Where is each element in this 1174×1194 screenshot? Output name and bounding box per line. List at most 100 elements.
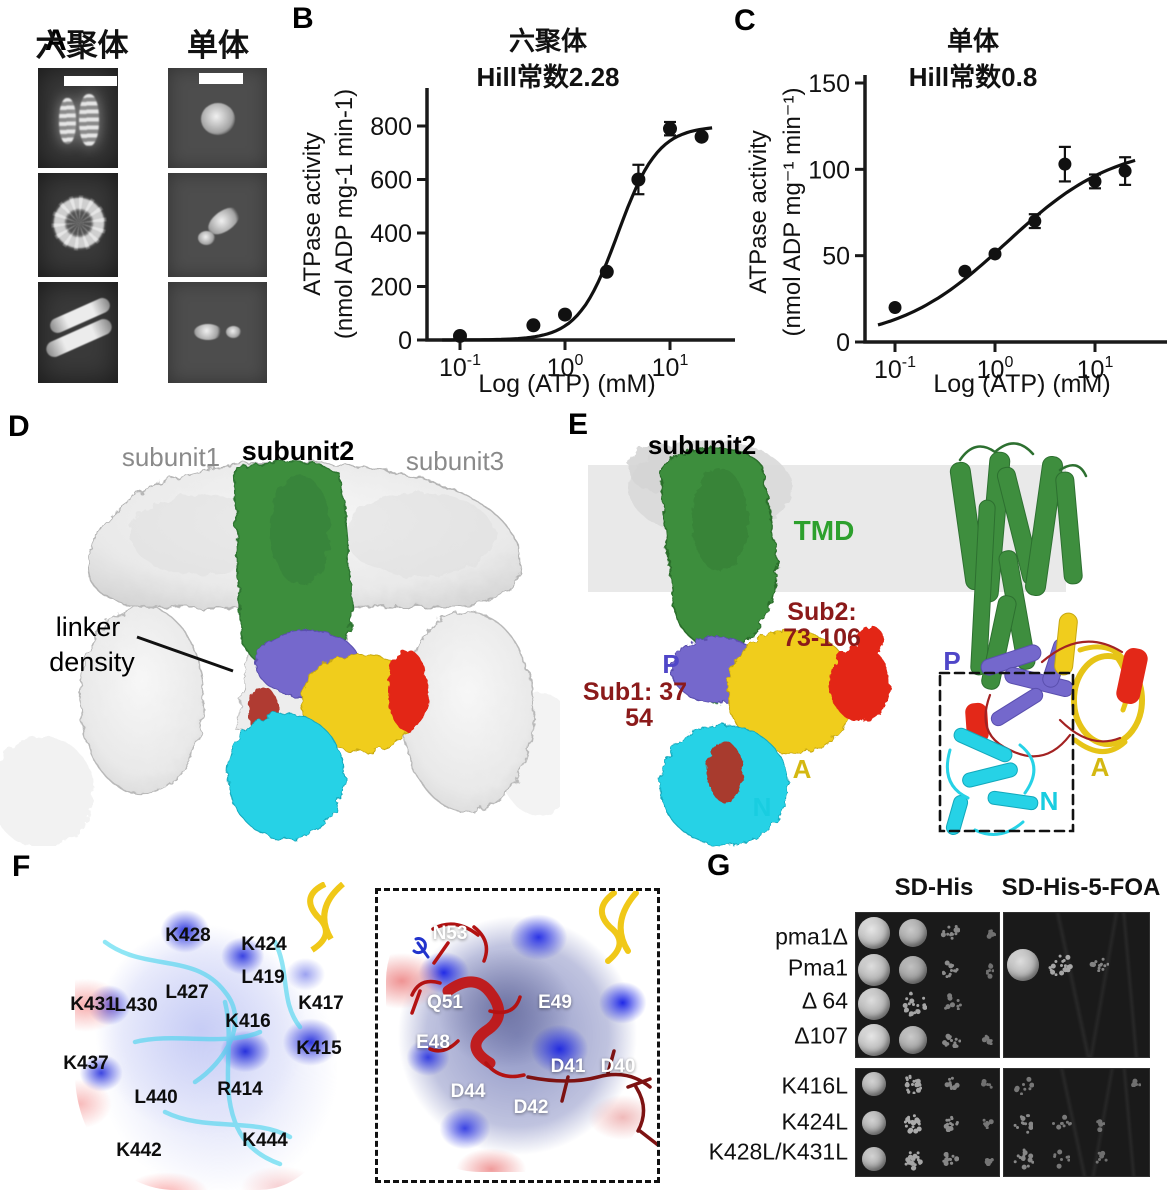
yeast-colony-speck: [987, 1038, 991, 1042]
yeast-spot: [980, 1077, 994, 1091]
x-tick-label: 10-1: [874, 354, 916, 384]
data-point: [1058, 157, 1072, 171]
residue-label: E49: [538, 992, 572, 1013]
y-tick-label: 400: [370, 220, 412, 248]
em-class-average-hexamer-1: [38, 68, 118, 168]
yeast-spot: [862, 1147, 886, 1171]
residue-label: L430: [114, 995, 158, 1016]
y-tick-label: 0: [836, 329, 850, 357]
subunit1-label: subunit1: [122, 442, 220, 472]
yeast-colony-speck: [910, 1082, 914, 1086]
scale-bar: [64, 76, 117, 86]
electrostatic-surface-with-peptide: [386, 899, 649, 1172]
cryoem-map-hexamer: subunit1 subunit2 subunit3 linker densit…: [0, 436, 560, 846]
residue-label: K444: [242, 1130, 288, 1151]
sub2-range-label-line1: Sub2:: [787, 598, 856, 626]
x-axis-label: Log (ATP) (mM): [933, 370, 1110, 398]
yeast-colony-speck: [1097, 963, 1101, 967]
yeast-spot: [901, 1148, 923, 1170]
residue-label: K428: [165, 925, 211, 946]
linker-pointer-line: [136, 635, 234, 673]
residue-label: L419: [241, 967, 285, 988]
n-domain-label-right: N: [1040, 786, 1059, 816]
subunit2-label: subunit2: [648, 430, 756, 460]
strain-label-k424l: K424L: [781, 1108, 848, 1135]
residue-label: K437: [63, 1053, 109, 1074]
data-point: [631, 172, 646, 187]
yeast-spot: [1047, 951, 1075, 979]
y-axis-label-line1: ATPase activity: [299, 132, 326, 296]
yeast-spot: [862, 1111, 886, 1135]
electrostatic-surface-n-domain: [75, 882, 337, 1190]
yeast-spot: [901, 1073, 923, 1095]
yeast-colony-speck: [910, 1121, 914, 1125]
atpase-chart-hexamer: 六聚体 Hill常数2.28 ATPase activity (nmol ADP mg…: [299, 26, 735, 398]
yeast-spot: [940, 993, 962, 1015]
y-tick-label: 100: [808, 156, 850, 184]
data-point: [526, 318, 541, 333]
subunit2-label: subunit2: [242, 436, 355, 466]
residue-label: D44: [450, 1081, 486, 1102]
yeast-spot: [858, 954, 890, 986]
data-point: [663, 121, 677, 136]
spot-assay-plate-sdhis-bottom: [855, 1068, 1000, 1177]
panel-b-letter: B: [292, 2, 314, 35]
yeast-spot: [981, 1032, 997, 1048]
y-axis-label-line1: ATPase activity: [745, 130, 772, 294]
yeast-colony-speck: [948, 1082, 952, 1086]
em-class-average-hexamer-3: [38, 282, 118, 383]
spot-assay-plate-sdhis-top: [855, 912, 1000, 1058]
strain-label-pma1delta: pma1Δ: [775, 923, 848, 950]
axes: [425, 88, 735, 342]
yeast-colony-speck: [1059, 1121, 1063, 1125]
x-tick-label: 100: [547, 352, 584, 382]
yeast-colony-speck: [985, 1121, 989, 1125]
yeast-colony-speck: [1059, 963, 1063, 967]
yeast-colony-speck: [985, 1082, 989, 1086]
yeast-colony-speck: [948, 1121, 952, 1125]
panel-c-letter: C: [734, 4, 756, 37]
subunit2-colored-density: [227, 461, 428, 840]
residue-label: D42: [513, 1097, 549, 1118]
yeast-spot: [858, 988, 890, 1020]
data-point: [453, 328, 467, 343]
yeast-spot: [980, 1116, 994, 1130]
yeast-spot: [1007, 949, 1039, 981]
y-tick-label: 0: [398, 327, 412, 355]
media-header-sdhis5foa: SD-His-5-FOA: [1001, 874, 1161, 901]
yeast-spot: [1011, 1072, 1035, 1096]
atpase-chart-monomer: 单体 Hill常数0.8 ATPase activity (nmol ADP mg⁻¹…: [745, 26, 1167, 398]
data-point: [1118, 164, 1132, 178]
residue-label: K431: [70, 994, 116, 1015]
sub2-range-label-line2: 73-106: [783, 624, 861, 652]
em-particle-blob: [46, 191, 112, 255]
x-tick-label: 101: [652, 352, 689, 382]
yeast-spot: [858, 1024, 890, 1056]
a-domain-label-left: A: [793, 754, 812, 784]
linker-density-label-line1: linker: [56, 612, 121, 642]
yeast-colony-speck: [1097, 1121, 1101, 1125]
yeast-spot: [899, 956, 927, 984]
yeast-spot: [899, 990, 927, 1018]
em-particle-blob: [79, 94, 99, 146]
residue-label: Q51: [427, 992, 463, 1013]
yeast-colony-speck: [987, 968, 991, 972]
y-tick-label: 800: [370, 113, 412, 141]
yeast-spot: [981, 925, 997, 941]
em-particle-blob: [226, 326, 241, 338]
sub1-range-label-line1: Sub1: 37: [583, 678, 687, 706]
residue-label: K415: [296, 1038, 342, 1059]
yeast-colony-speck: [1021, 1157, 1025, 1161]
sub1-range-label-line2: 54: [625, 704, 653, 732]
data-point: [988, 247, 1002, 261]
em-class-average-hexamer-2: [38, 173, 118, 277]
subunit3-label: subunit3: [406, 446, 504, 476]
yeast-colony-speck: [949, 968, 953, 972]
yeast-colony-speck: [949, 931, 953, 935]
data-point: [558, 307, 572, 322]
n-domain-dashed-box: [938, 671, 1075, 833]
residue-label: L427: [165, 982, 209, 1003]
data-point: [958, 264, 972, 278]
strain-label-k428l-k431l: K428L/K431L: [708, 1138, 848, 1165]
